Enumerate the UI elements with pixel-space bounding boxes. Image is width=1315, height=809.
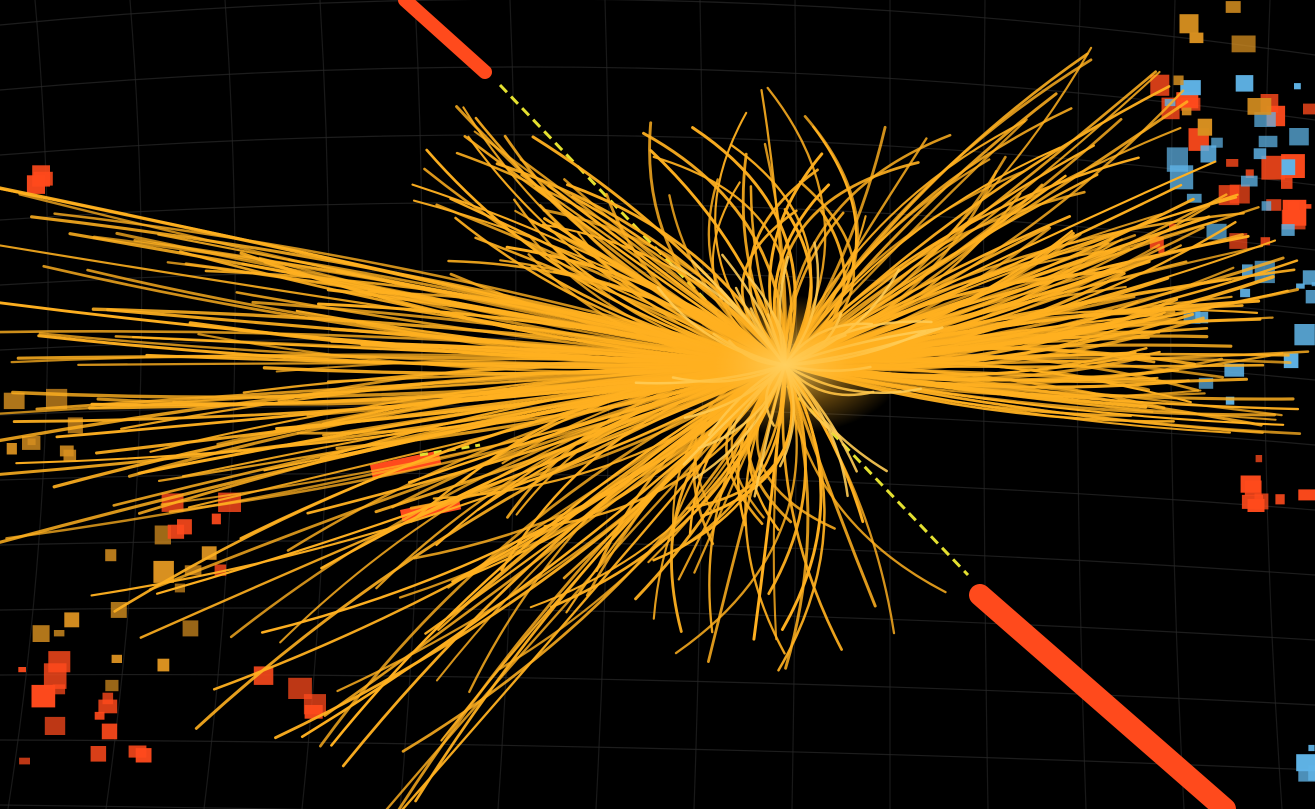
calorimeter-cell: [1225, 1, 1241, 13]
calorimeter-cell: [1308, 744, 1315, 752]
calorimeter-cell: [1298, 489, 1315, 501]
calorimeter-cell: [1198, 377, 1214, 389]
calorimeter-cell: [1253, 148, 1267, 160]
calorimeter-cell: [64, 612, 80, 628]
calorimeter-cell: [1247, 498, 1265, 512]
calorimeter-cell: [1225, 396, 1235, 405]
calorimeter-cell: [154, 525, 171, 545]
calorimeter-cell: [1294, 83, 1301, 90]
calorimeter-cell: [1294, 324, 1315, 346]
calorimeter-cell: [135, 748, 152, 763]
calorimeter-cell: [1283, 353, 1299, 369]
calorimeter-cell: [43, 663, 67, 689]
calorimeter-cell: [201, 546, 217, 560]
calorimeter-cell: [53, 630, 65, 637]
calorimeter-cell: [22, 436, 41, 450]
calorimeter-cell: [1231, 35, 1256, 53]
calorimeter-cell: [1266, 199, 1282, 211]
calorimeter-cell: [90, 746, 107, 762]
calorimeter-cell: [1241, 175, 1258, 187]
calorimeter-cell: [1173, 75, 1184, 86]
calorimeter-cell: [59, 445, 74, 457]
calorimeter-cell: [1289, 128, 1309, 146]
calorimeter-cell: [18, 667, 26, 673]
calorimeter-cell: [1275, 494, 1285, 505]
calorimeter-cell: [1261, 155, 1285, 180]
grid-line: [0, 673, 1315, 706]
muon-chamber-top: [398, 0, 492, 79]
calorimeter-cell: [182, 620, 199, 637]
calorimeter-cell: [94, 711, 105, 720]
calorimeter-cell: [1281, 224, 1295, 236]
grid-line: [0, 66, 1315, 121]
grid-line: [0, 739, 1315, 771]
calorimeter-cell: [1308, 765, 1315, 781]
calorimeter-cell: [1245, 169, 1254, 178]
calorimeter-cell: [1247, 98, 1272, 115]
calorimeter-cell: [1197, 118, 1213, 136]
calorimeter-cell: [1200, 145, 1217, 163]
calorimeter-cell: [157, 658, 170, 672]
calorimeter-cell: [1235, 75, 1254, 92]
calorimeter-cell: [167, 524, 185, 539]
collision-vertex-glow: [665, 295, 905, 435]
calorimeter-cell: [105, 679, 119, 692]
calorimeter-cell: [1240, 475, 1261, 493]
calorimeter-cell: [111, 654, 122, 663]
calorimeter-cell: [1255, 455, 1263, 463]
calorimeter-cell: [184, 565, 202, 576]
calorimeter-cell: [1226, 159, 1239, 167]
calorimeter-cell: [1281, 159, 1296, 176]
muon-chamber-bottom: [969, 584, 1236, 809]
calorimeter-cell: [1303, 103, 1315, 115]
calorimeter-cell: [52, 684, 66, 695]
calorimeter-cell: [19, 757, 30, 765]
calorimeter-cell: [1296, 283, 1305, 289]
calorimeter-cell: [214, 564, 227, 576]
grid-line: [0, 607, 1315, 641]
calorimeter-cell: [44, 716, 66, 735]
calorimeter-cell: [102, 692, 114, 705]
calorimeter-cell: [1224, 363, 1245, 377]
calorimeter-cell: [31, 684, 56, 708]
calorimeter-cell: [1260, 237, 1271, 246]
calorimeter-cell: [1302, 270, 1315, 285]
calorimeter-cell: [1258, 135, 1278, 148]
calorimeter-cell: [1180, 80, 1201, 96]
particle-track: [90, 363, 787, 597]
calorimeter-cell: [1281, 177, 1293, 189]
calorimeter-cell: [1150, 74, 1170, 96]
calorimeter-cell: [288, 677, 312, 699]
calorimeter-cell: [101, 723, 118, 740]
calorimeter-cell: [1261, 201, 1272, 211]
calorimeter-cell: [1179, 14, 1199, 34]
calorimeter-cell: [1158, 246, 1165, 254]
grid-line: [0, 804, 313, 809]
calorimeter-deposits: [3, 1, 1315, 782]
grid-line: [0, 202, 1315, 251]
calorimeter-cell: [3, 392, 25, 410]
calorimeter-cell: [6, 443, 17, 455]
calorimeter-cell: [153, 560, 174, 583]
grid-line: [595, 0, 610, 809]
calorimeter-cell: [1181, 107, 1192, 116]
calorimeter-cell: [32, 625, 50, 642]
grid-line: [0, 0, 1315, 56]
calorimeter-cell: [1211, 137, 1223, 148]
calorimeter-cell: [1254, 112, 1276, 127]
calorimeter-cell: [105, 549, 117, 562]
calorimeter-cell: [1305, 290, 1315, 304]
calorimeter-cell: [1303, 204, 1312, 209]
calorimeter-cell: [1240, 288, 1251, 298]
calorimeter-cell: [33, 171, 53, 186]
calorimeter-cell: [1189, 32, 1204, 44]
calorimeter-cell: [211, 513, 221, 525]
